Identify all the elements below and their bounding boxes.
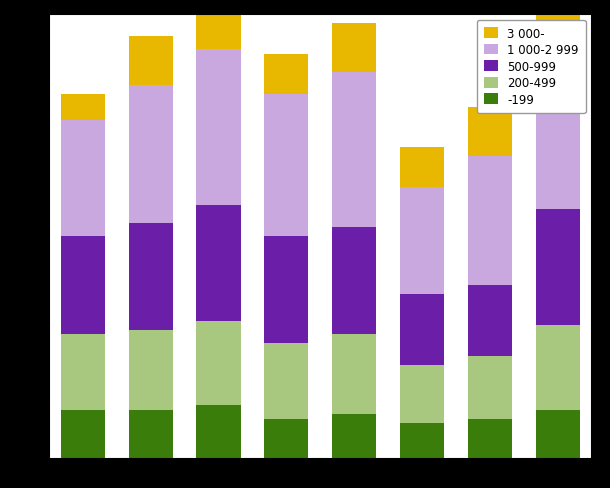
Legend: 3 000-, 1 000-2 999, 500-999, 200-499, -199: 3 000-, 1 000-2 999, 500-999, 200-499, -… [476,20,586,114]
Bar [468,157,512,285]
Bar [196,406,240,459]
Bar [264,237,309,343]
Bar [196,321,240,406]
Bar [129,330,173,410]
Bar [264,55,309,95]
Bar [264,343,309,419]
Bar [60,334,105,410]
Bar [400,366,444,423]
Bar [536,410,580,459]
Bar [332,334,376,414]
Bar [60,237,105,334]
Bar [536,0,580,37]
Bar [400,188,444,294]
Bar [196,0,240,50]
Bar [264,419,309,459]
Bar [332,72,376,228]
Bar [536,37,580,210]
Bar [536,325,580,410]
Bar [196,50,240,205]
Bar [264,95,309,237]
Bar [468,419,512,459]
Bar [332,414,376,459]
Bar [60,121,105,237]
Bar [60,410,105,459]
Bar [400,423,444,459]
Bar [536,210,580,325]
Bar [468,108,512,157]
Bar [129,410,173,459]
Bar [129,37,173,86]
Bar [332,23,376,72]
Bar [400,294,444,366]
Bar [196,205,240,321]
Bar [468,285,512,357]
Bar [60,95,105,121]
Bar [400,148,444,188]
Bar [129,86,173,224]
Bar [129,224,173,330]
Bar [468,357,512,419]
Bar [332,228,376,334]
